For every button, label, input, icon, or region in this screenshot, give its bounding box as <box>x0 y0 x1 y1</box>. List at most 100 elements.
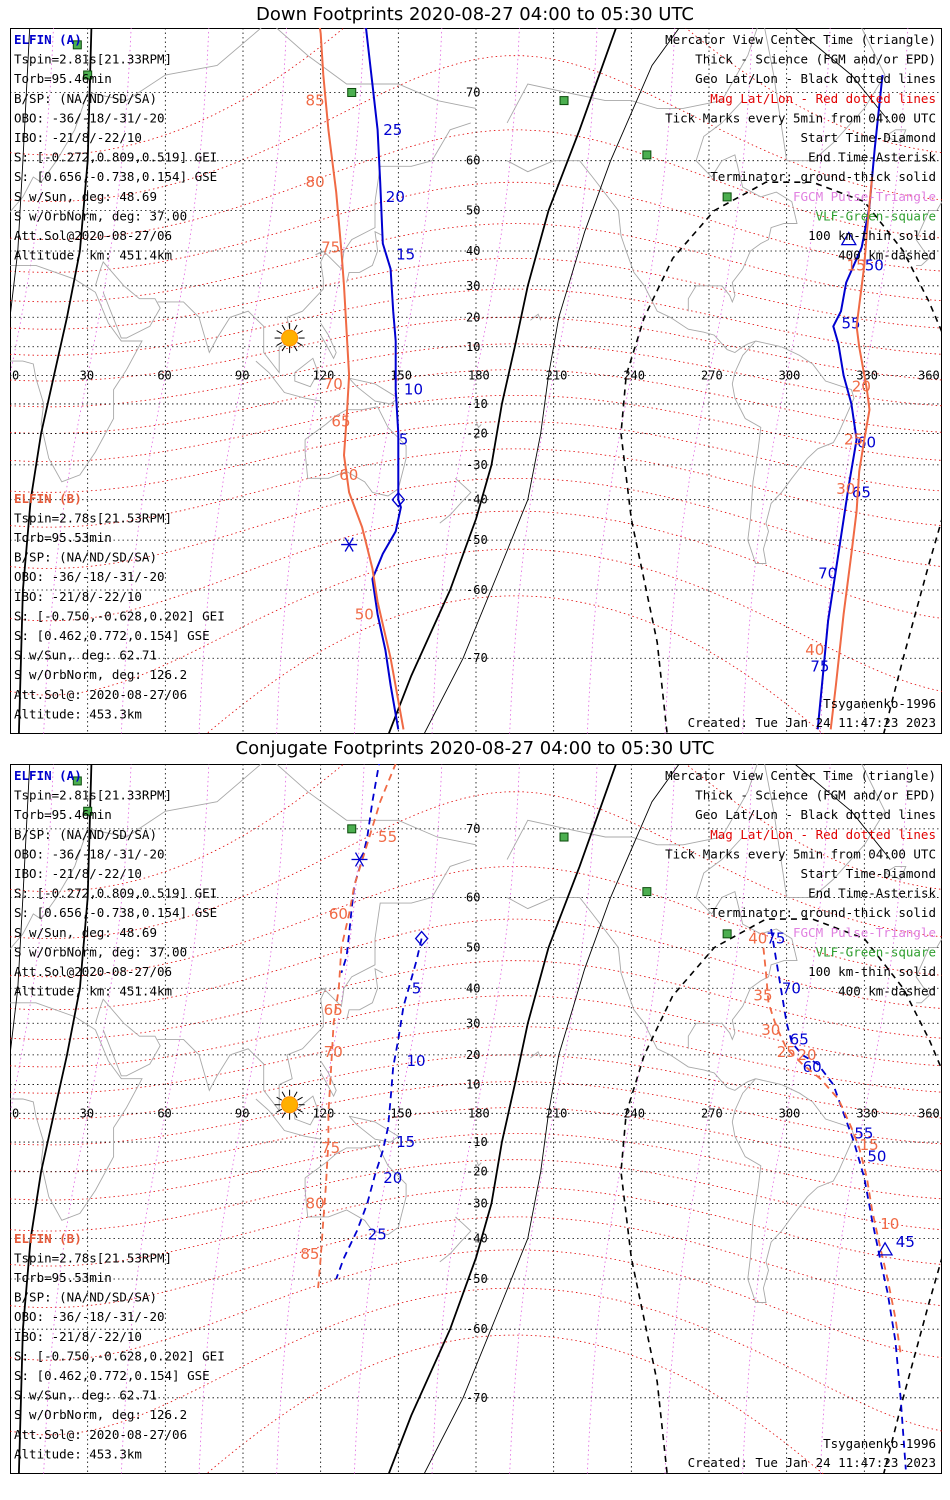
lat-tick-label: -60 <box>466 583 488 597</box>
tick-mark-label: 75 <box>766 930 785 948</box>
footprint-track-elfin-b-east[interactable] <box>829 176 874 730</box>
terminator-400km-line <box>620 918 942 1474</box>
tick-mark-label: 55 <box>378 828 397 846</box>
lon-tick-label: 0 <box>12 1106 19 1120</box>
end-time-asterisk-icon[interactable] <box>341 537 358 552</box>
footprint-track-elfin-a-east[interactable] <box>816 74 884 730</box>
tick-mark-label: 45 <box>896 1233 915 1251</box>
footprint-track-elfin-a-west[interactable] <box>340 764 398 974</box>
terminator-ground-line <box>387 28 617 734</box>
elfin-b-info-line: Att.Sol@: 2020-08-27/06 <box>14 687 187 702</box>
legend-entry: Terminator: ground-thick solid <box>710 905 936 920</box>
tick-mark-label: 55 <box>854 1124 873 1142</box>
vlf-station-marker[interactable] <box>347 824 357 834</box>
vlf-station-marker[interactable] <box>722 192 732 202</box>
legend-entry: 400 km-dashed <box>838 248 936 263</box>
elfin-a-info-line: Att.Sol@2020-08-27/06 <box>14 228 172 243</box>
vlf-station-marker[interactable] <box>72 776 82 786</box>
lon-tick-label: 0 <box>12 368 19 382</box>
tick-mark-label: 25 <box>368 1226 387 1244</box>
start-time-diamond-icon[interactable] <box>414 930 429 947</box>
legend-entry: Tick Marks every 5min from 04:00 UTC <box>665 846 936 861</box>
coastline <box>506 28 758 124</box>
coastline <box>506 896 756 1091</box>
tick-mark-label: 10 <box>880 1215 899 1233</box>
lat-tick-label: -70 <box>466 651 488 665</box>
lat-tick-label: -60 <box>466 1322 488 1336</box>
vlf-station-marker[interactable] <box>642 887 652 897</box>
vlf-station-marker[interactable] <box>642 150 652 160</box>
elfin-b-header: ELFIN (B) <box>14 1231 82 1246</box>
lon-tick-label: 270 <box>701 1106 723 1120</box>
terminator-100km-line <box>10 28 31 318</box>
legend-entry: Start Time-Diamond <box>801 866 936 881</box>
lat-tick-label: -10 <box>466 397 488 411</box>
tick-mark-label: 10 <box>404 381 423 399</box>
vlf-station-marker[interactable] <box>559 832 569 842</box>
coastline <box>10 264 143 483</box>
end-time-asterisk-icon[interactable] <box>351 852 368 867</box>
legend-entry: Mercator View Center Time (triangle) <box>665 32 936 47</box>
tick-mark-label: 50 <box>355 605 374 623</box>
terminator-ground-line <box>17 764 93 1474</box>
lon-tick-label: 180 <box>468 1106 490 1120</box>
elfin-a-header: ELFIN (A) <box>14 32 82 47</box>
lat-tick-label: 70 <box>466 85 480 99</box>
terminator-400km-line <box>620 181 942 734</box>
legend-entry: Thick - Science (FGM and/or EPD) <box>695 788 936 803</box>
lat-tick-label: 10 <box>466 1078 480 1092</box>
coastline <box>294 357 319 388</box>
coastline <box>530 1051 542 1059</box>
mag-lon-line <box>819 764 909 1474</box>
tick-mark-label: 25 <box>844 431 863 449</box>
elfin-b-info-line: S: [0.462,0.772,0.154] GSE <box>14 628 210 643</box>
lon-tick-label: 60 <box>157 1106 171 1120</box>
footprint-track-elfin-b-east[interactable] <box>762 947 902 1354</box>
footprint-track-elfin-b-west[interactable] <box>313 28 405 730</box>
legend-entry: 100 km-thin solid <box>808 228 936 243</box>
map-down-footprints[interactable]: 0 30 60 90 120 150 180 210 240 270 300 330 360706050… <box>10 28 942 734</box>
vlf-station-marker[interactable] <box>559 96 569 106</box>
tick-mark-label: 60 <box>803 1058 822 1076</box>
footprint-track-elfin-a-west[interactable] <box>362 28 402 730</box>
legend-entry: FGCM Pulse-Triangle <box>793 189 936 204</box>
legend-entry: Terminator: ground-thick solid <box>710 169 936 184</box>
coastline <box>884 129 907 144</box>
legend-entry: Mag Lat/Lon - Red dotted lines <box>710 827 936 842</box>
lat-tick-label: -50 <box>466 533 488 547</box>
coastline <box>687 836 798 1049</box>
vlf-station-marker[interactable] <box>347 87 357 97</box>
lat-tick-label: 30 <box>466 1016 480 1030</box>
terminator-ground-line <box>387 764 617 1474</box>
terminator-100km-line <box>10 764 31 1055</box>
panel-title-conjugate: Conjugate Footprints 2020-08-27 04:00 to… <box>235 738 715 759</box>
lon-tick-label: 210 <box>546 1106 568 1120</box>
footprint-track-elfin-b-west[interactable] <box>317 764 463 1289</box>
center-time-triangle-icon[interactable] <box>840 231 857 246</box>
lon-tick-label: 300 <box>779 368 801 382</box>
legend-entry: End Time-Asterisk <box>808 886 936 901</box>
tick-mark-label: 20 <box>383 1169 402 1187</box>
lat-tick-label: 20 <box>466 310 480 324</box>
tick-mark-label: 20 <box>386 188 405 206</box>
elfin-a-info-line: Torb=95.46min <box>14 71 112 86</box>
legend-entry: FGCM Pulse-Triangle <box>793 925 936 940</box>
coastline <box>157 122 471 374</box>
footprint-track-elfin-a-west-2[interactable] <box>335 938 423 1280</box>
start-time-diamond-icon[interactable] <box>391 491 406 508</box>
center-time-triangle-icon[interactable] <box>876 1241 894 1256</box>
vlf-station-marker[interactable] <box>83 806 93 816</box>
coastline <box>530 313 542 321</box>
lat-tick-label: -30 <box>466 1196 488 1210</box>
footprint-track-elfin-a-east[interactable] <box>770 928 907 1470</box>
tick-mark-label: 15 <box>396 1133 415 1151</box>
vlf-station-marker[interactable] <box>722 929 732 939</box>
map-conjugate-footprints[interactable]: 0 30 60 90 120 150 180 210 240 270 300 330 360 70 60 50… <box>10 764 942 1474</box>
tick-mark-label: 35 <box>753 987 772 1005</box>
vlf-station-marker[interactable] <box>83 70 93 80</box>
coastline <box>346 230 384 283</box>
elfin-a-info-line: S: [-0.272,0.809,0.519] GEI <box>14 886 217 901</box>
vlf-station-marker[interactable] <box>72 40 82 50</box>
coastline <box>687 100 798 312</box>
sun-icon <box>274 323 305 354</box>
